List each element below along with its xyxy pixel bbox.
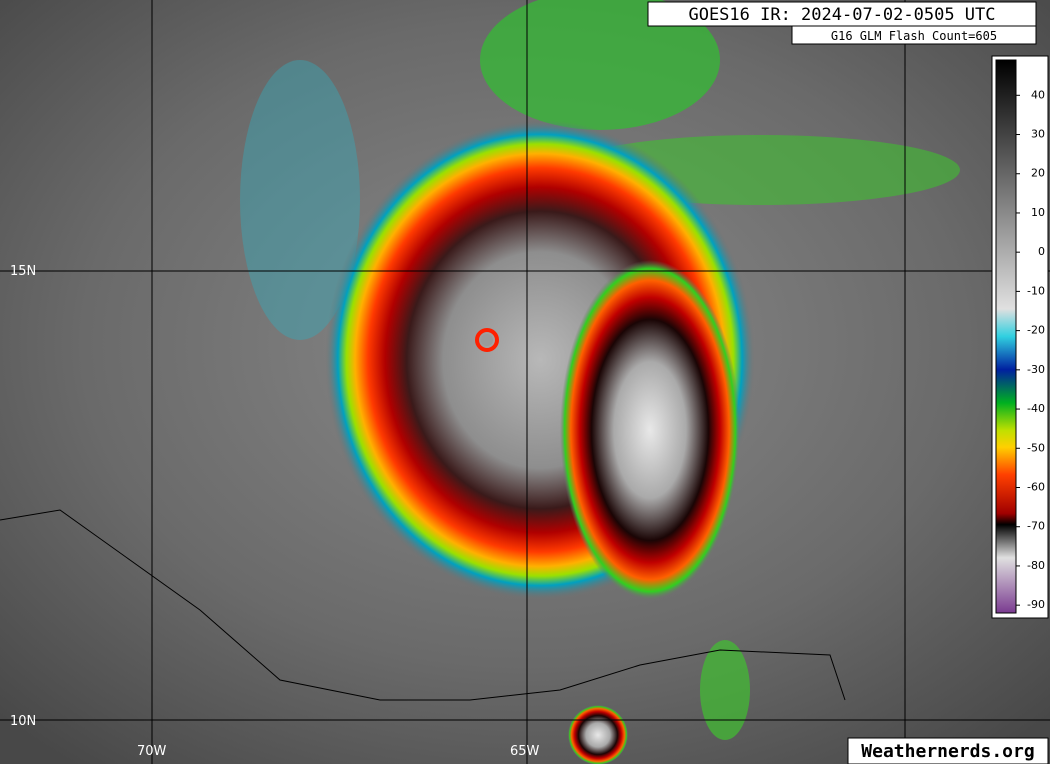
flash-box [791, 25, 1037, 45]
colorbar-label: 10 [1031, 206, 1045, 219]
colorbar-label: 40 [1031, 88, 1045, 101]
colorbar-label: 20 [1031, 167, 1045, 180]
watermark: Weathernerds.org [861, 741, 1034, 762]
colorbar-label: -30 [1027, 363, 1045, 376]
colorbar-label: -80 [1027, 559, 1045, 572]
colorbar-label: -40 [1027, 402, 1045, 415]
title: GOES16 IR: 2024-07-02-0505 UTC [688, 5, 995, 25]
colorbar-label: -60 [1027, 480, 1045, 493]
colorbar [995, 59, 1017, 614]
lon-label: 65W [510, 744, 540, 759]
eye [475, 328, 499, 352]
cloud [700, 640, 750, 740]
colorbar-label: -10 [1027, 284, 1045, 297]
colorbar-label: -50 [1027, 441, 1045, 454]
lon-label: 70W [137, 744, 167, 759]
cloud [568, 705, 628, 764]
flash-count: G16 GLM Flash Count=605 [831, 29, 997, 43]
watermark-box [847, 737, 1049, 764]
colorbar-label: -20 [1027, 324, 1045, 337]
title-box [647, 1, 1037, 27]
cloud [480, 0, 720, 130]
lat-label: 15N [10, 264, 36, 279]
eye [481, 334, 493, 346]
colorbar-label: -70 [1027, 520, 1045, 533]
coastline [0, 509, 846, 701]
colorbar-label: 0 [1038, 245, 1045, 258]
cloud [240, 60, 360, 340]
rainband [560, 260, 740, 600]
lat-label: 10N [10, 714, 36, 729]
colorbar-label: 30 [1031, 128, 1045, 141]
colorbar-label: -90 [1027, 598, 1045, 611]
